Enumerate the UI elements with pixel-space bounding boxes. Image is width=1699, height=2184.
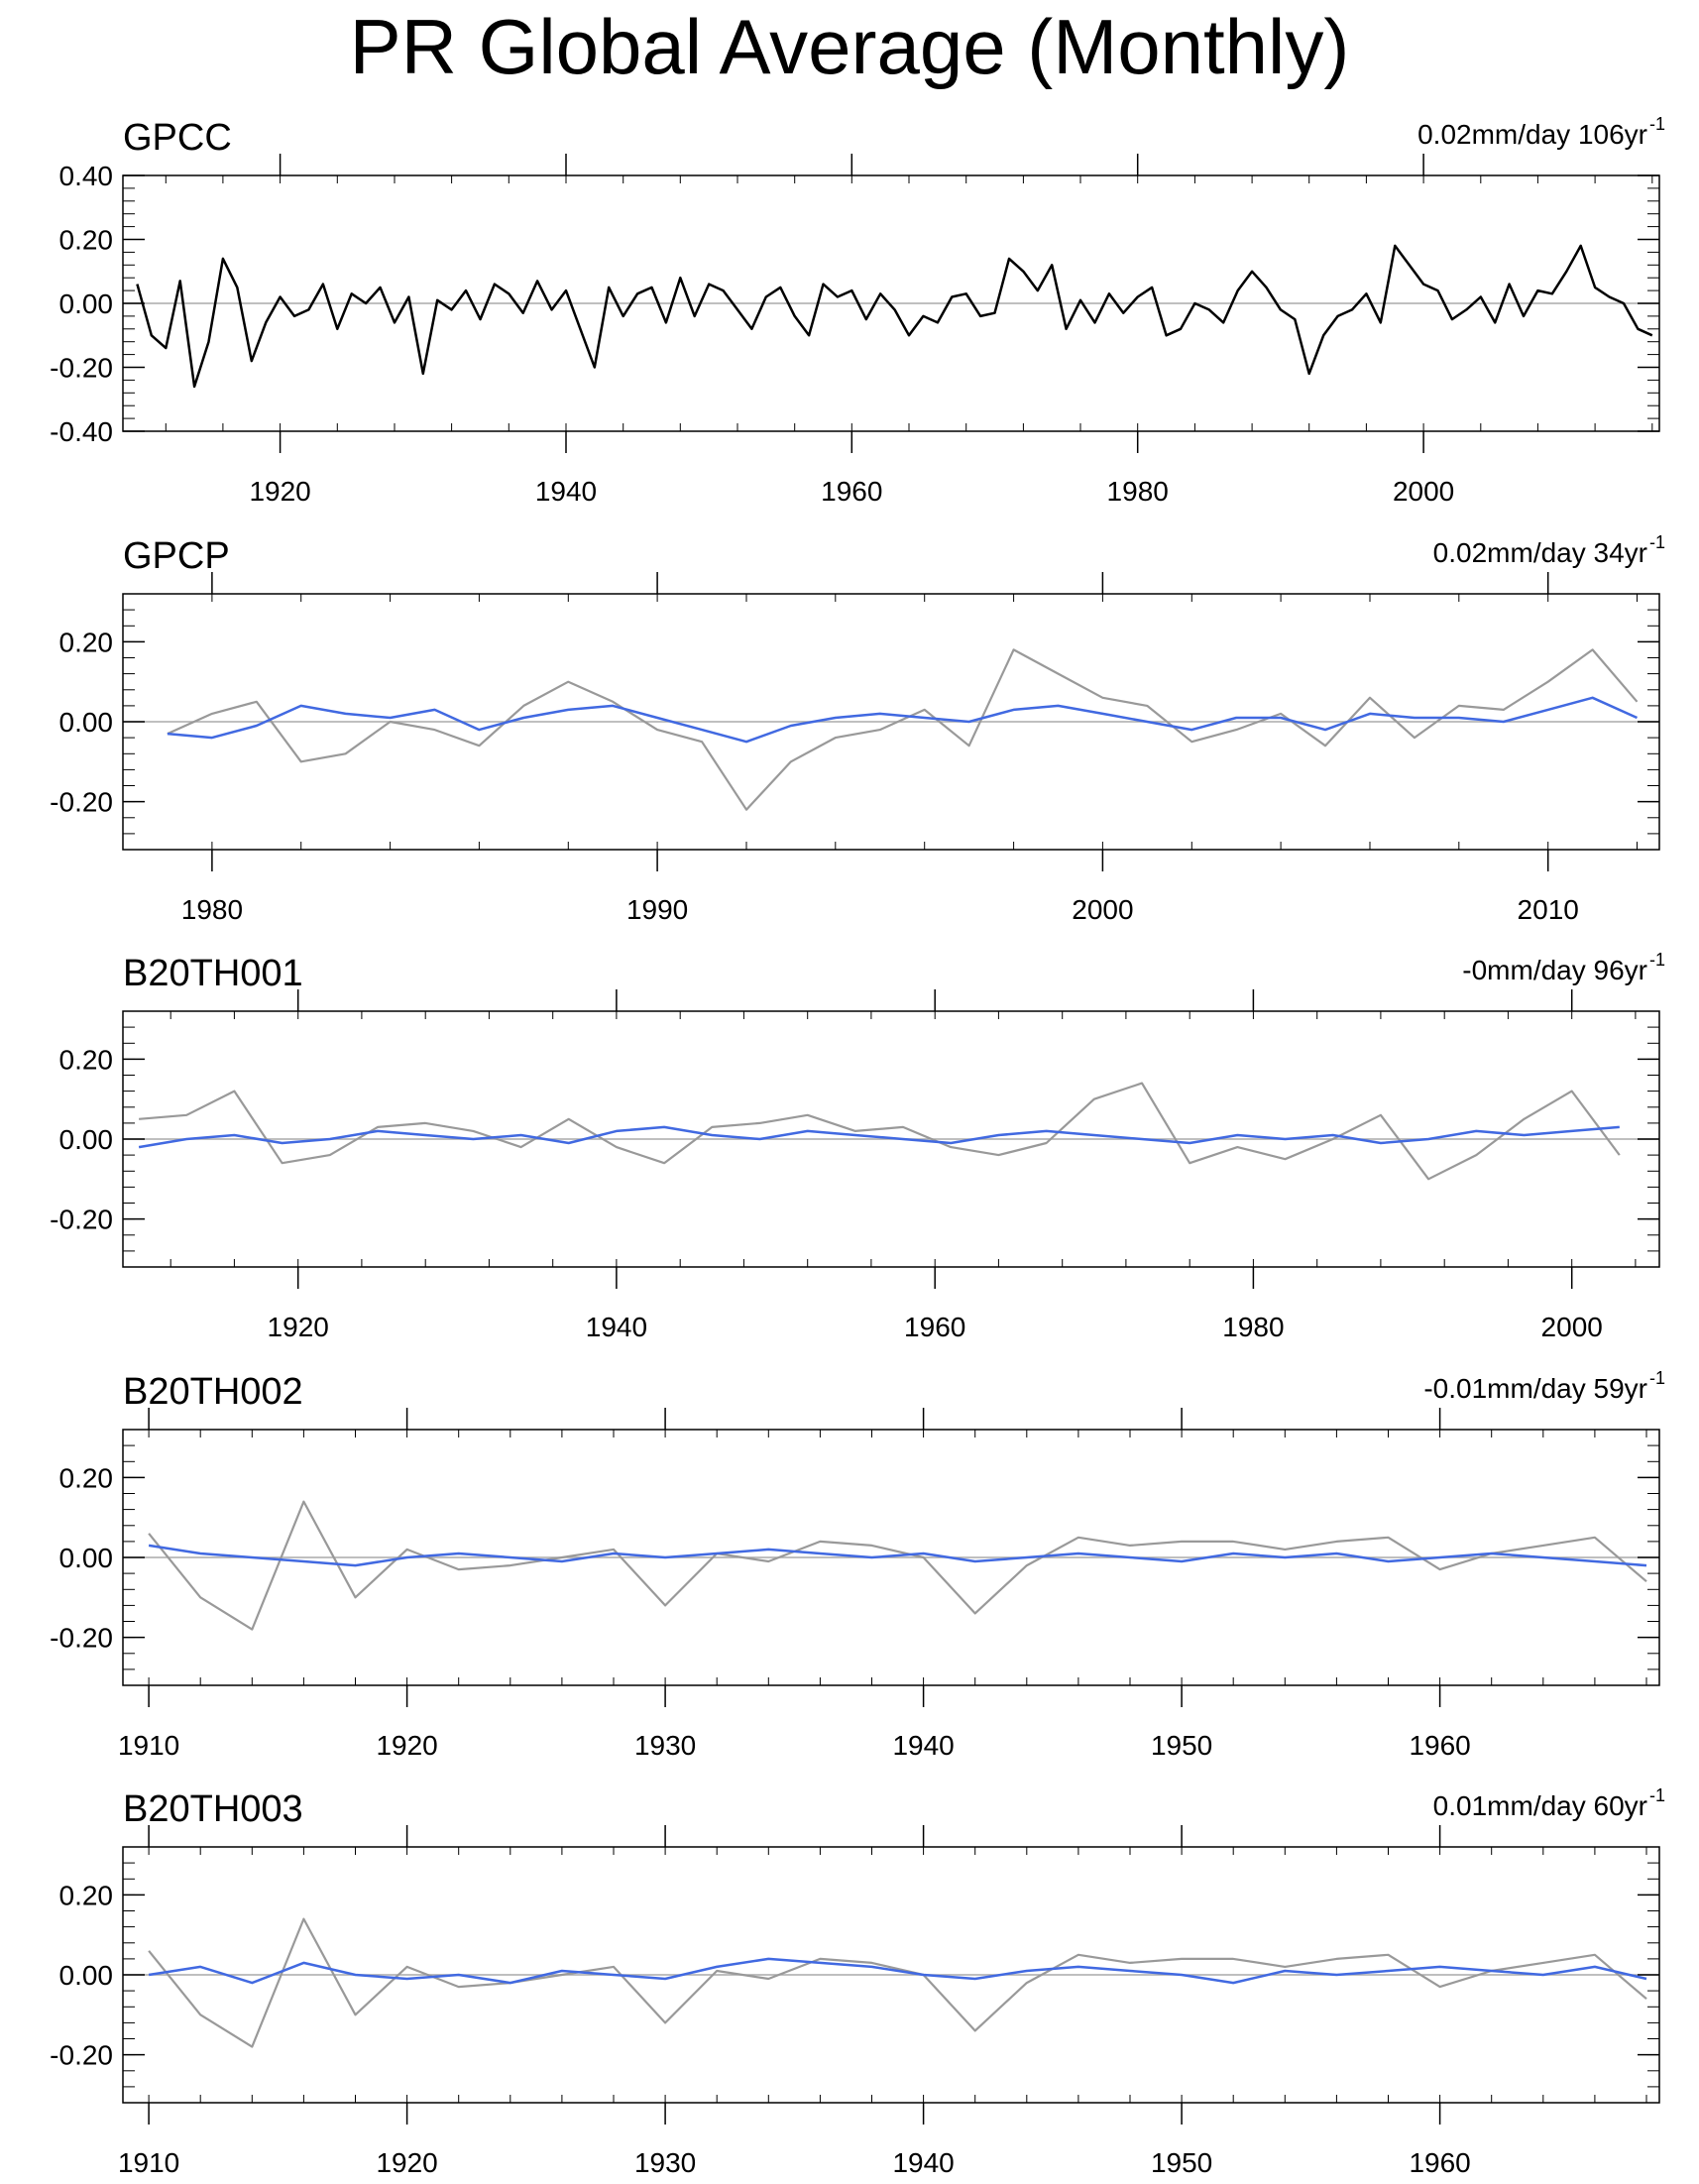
- trend-superscript: -1: [1649, 114, 1665, 134]
- panel-gpcc: 1920 1940 1960 1980 2000 -0.40 -0.20 0.00 0.20 0.…: [50, 114, 1665, 507]
- series-line-reference: [167, 648, 1639, 811]
- x-tick-label: 1990: [626, 894, 688, 925]
- x-tick-label: 1960: [904, 1312, 965, 1342]
- series-line-reference: [148, 1500, 1647, 1631]
- series-line-reference: [139, 1082, 1621, 1181]
- trend-label: 0.02mm/day 106yr: [1417, 119, 1647, 150]
- series-line-reference: [148, 1917, 1647, 2048]
- x-tick-label: 1960: [821, 476, 882, 507]
- trend-label: 0.01mm/day 60yr: [1433, 1790, 1647, 1821]
- x-tick-label: 1920: [268, 1312, 329, 1342]
- y-tick-label: -0.20: [50, 2040, 113, 2071]
- trend-superscript: -1: [1649, 1368, 1665, 1388]
- y-tick-label: 0.20: [59, 1880, 114, 1910]
- y-tick-label: 0.20: [59, 225, 114, 256]
- panel-label: B20TH003: [123, 1788, 303, 1830]
- chart-title: PR Global Average (Monthly): [349, 3, 1350, 90]
- y-tick-label: 0.20: [59, 627, 114, 657]
- series-line-model: [148, 1544, 1647, 1567]
- y-tick-label: -0.40: [50, 416, 113, 447]
- plot-frame: [122, 1846, 1660, 2104]
- plot-frame: [122, 1429, 1660, 1686]
- panel-label: B20TH002: [123, 1371, 303, 1413]
- y-tick-label: 0.00: [59, 1124, 114, 1155]
- x-tick-label: 1930: [634, 2147, 696, 2178]
- y-tick-label: 0.00: [59, 1543, 114, 1573]
- y-tick-label: 0.00: [59, 707, 114, 738]
- series-line-model: [148, 1957, 1647, 1985]
- panel-label: GPCC: [123, 117, 232, 159]
- trend-superscript: -1: [1649, 532, 1665, 552]
- y-tick-label: 0.00: [59, 1960, 114, 1991]
- series-line-model: [138, 1125, 1620, 1149]
- x-tick-label: 2010: [1518, 894, 1579, 925]
- x-tick-label: 2000: [1541, 1312, 1603, 1342]
- y-tick-label: 0.00: [59, 288, 114, 319]
- panel-gpcp: 1980 1990 2000 2010 -0.20 0.00 0.20 GPCP 0.02mm/…: [50, 532, 1665, 925]
- trend-superscript: -1: [1649, 1785, 1665, 1805]
- x-tick-label: 2000: [1393, 476, 1454, 507]
- x-tick-label: 1940: [586, 1312, 647, 1342]
- plot-frame: [122, 593, 1660, 851]
- x-tick-label: 1930: [634, 1730, 696, 1761]
- x-tick-label: 1980: [1222, 1312, 1284, 1342]
- trend-label: 0.02mm/day 34yr: [1433, 537, 1647, 568]
- minor-ticks: [123, 1010, 1659, 1268]
- x-tick-label: 1960: [1409, 2147, 1470, 2178]
- y-tick-label: -0.20: [50, 787, 113, 818]
- panel-b20th002: 1910 1920 1930 1940 1950 1960 -0.20 0.00 0.20 B20…: [50, 1368, 1665, 1761]
- y-tick-label: -0.20: [50, 1623, 113, 1654]
- panel-label: B20TH001: [123, 953, 303, 994]
- panel-label: GPCP: [123, 535, 230, 577]
- y-tick-label: -0.20: [50, 353, 113, 384]
- x-tick-label: 1920: [376, 1730, 437, 1761]
- series-line-model: [167, 696, 1639, 744]
- x-tick-label: 1980: [1107, 476, 1169, 507]
- y-tick-label: 0.40: [59, 161, 114, 191]
- trend-superscript: -1: [1649, 950, 1665, 970]
- panel-b20th001: 1920 1940 1960 1980 2000 -0.20 0.00 0.20 B20TH00…: [50, 950, 1665, 1342]
- x-tick-label: 1920: [376, 2147, 437, 2178]
- x-tick-label: 1940: [535, 476, 597, 507]
- x-tick-label: 1980: [181, 894, 243, 925]
- minor-ticks: [123, 174, 1659, 432]
- x-tick-label: 1950: [1151, 2147, 1212, 2178]
- x-tick-label: 1940: [892, 1730, 954, 1761]
- series-line-observed: [136, 244, 1653, 389]
- plot-frame: [122, 174, 1660, 432]
- y-tick-label: 0.20: [59, 1462, 114, 1493]
- x-tick-label: 1910: [118, 2147, 179, 2178]
- trend-label: -0.01mm/day 59yr: [1423, 1373, 1647, 1404]
- y-tick-label: -0.20: [50, 1205, 113, 1235]
- plot-frame: [122, 1010, 1660, 1268]
- trend-label: -0mm/day 96yr: [1462, 955, 1647, 985]
- panel-b20th003: 1910 1920 1930 1940 1950 1960 -0.20 0.00 0.20 B20…: [50, 1785, 1665, 2178]
- x-tick-label: 2000: [1072, 894, 1133, 925]
- x-tick-label: 1910: [118, 1730, 179, 1761]
- x-tick-label: 1940: [892, 2147, 954, 2178]
- x-tick-label: 1960: [1409, 1730, 1470, 1761]
- x-tick-label: 1920: [249, 476, 310, 507]
- x-tick-label: 1950: [1151, 1730, 1212, 1761]
- y-tick-label: 0.20: [59, 1044, 114, 1075]
